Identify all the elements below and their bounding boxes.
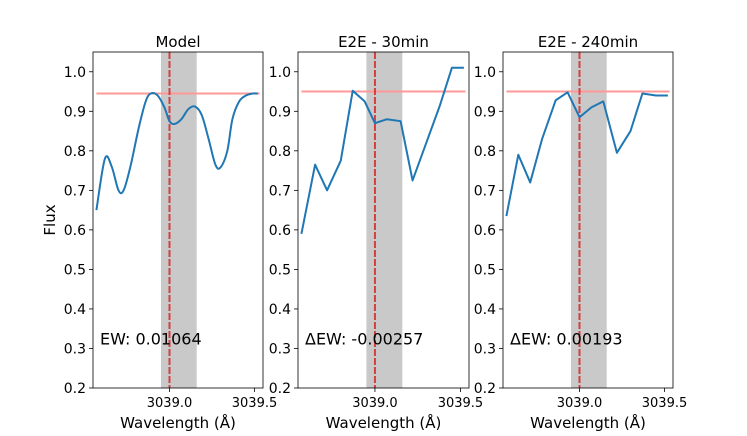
y-axis-label: Flux — [41, 204, 59, 235]
panel-3: 0.2 0.3 0.4 0.5 0.6 0.7 0.8 0.9 1.0 3039.0 3039.5 E… — [474, 33, 688, 432]
y-tick-label: 0.3 — [64, 341, 86, 357]
x-tick-label: 3039.0 — [352, 396, 398, 411]
y-tick-label: 0.3 — [269, 341, 291, 357]
y-tick-label: 0.4 — [64, 302, 86, 318]
y-tick-label: 0.8 — [64, 144, 86, 160]
x-tick-label: 3039.5 — [232, 396, 278, 411]
axes-frame — [92, 51, 264, 389]
x-tick-label: 3039.5 — [438, 396, 484, 411]
y-tick-label: 0.2 — [269, 381, 291, 397]
x-axis-label: Wavelength (Å) — [120, 413, 236, 432]
axes-frame — [297, 51, 470, 389]
integration-band — [571, 52, 607, 388]
y-tick-label: 0.3 — [474, 341, 496, 357]
flux-series-line — [505, 91, 668, 217]
y-tick-label: 1.0 — [269, 65, 291, 81]
flux-series-line — [300, 66, 464, 235]
panel-1: 0.2 0.3 0.4 0.5 0.6 0.7 0.8 0.9 1.0 3039.0 3039.5 M… — [41, 33, 277, 432]
panel-2: 0.2 0.3 0.4 0.5 0.6 0.7 0.8 0.9 1.0 3039.0 3039.5 E… — [269, 33, 483, 432]
x-tick-label: 3039.0 — [147, 396, 193, 411]
axes-frame — [502, 51, 674, 389]
y-tick-label: 0.6 — [64, 223, 86, 239]
ew-annotation: EW: 0.01064 — [100, 330, 202, 349]
ew-annotation: ΔEW: -0.00257 — [305, 330, 423, 349]
y-tick-label: 0.9 — [64, 104, 86, 120]
y-tick-label: 0.5 — [474, 262, 496, 278]
y-tick-label: 0.2 — [474, 381, 496, 397]
y-tick-label: 0.6 — [474, 223, 496, 239]
x-axis-label: Wavelength (Å) — [530, 413, 646, 432]
y-tick-label: 1.0 — [64, 65, 86, 81]
integration-band — [366, 52, 403, 388]
y-tick-label: 0.5 — [269, 262, 291, 278]
y-tick-label: 0.7 — [64, 183, 86, 199]
y-tick-label: 0.5 — [64, 262, 86, 278]
y-tick-label: 0.7 — [269, 183, 291, 199]
y-tick-label: 1.0 — [474, 65, 496, 81]
y-tick-label: 0.9 — [474, 104, 496, 120]
y-tick-label: 0.6 — [269, 223, 291, 239]
y-tick-label: 0.4 — [474, 302, 496, 318]
y-tick-label: 0.9 — [269, 104, 291, 120]
x-axis-label: Wavelength (Å) — [326, 413, 442, 432]
x-tick-label: 3039.0 — [557, 396, 603, 411]
y-tick-label: 0.8 — [269, 144, 291, 160]
panel-title: E2E - 240min — [538, 33, 638, 51]
panel-title: Model — [155, 33, 200, 51]
flux-series-line — [95, 92, 258, 211]
y-tick-label: 0.7 — [474, 183, 496, 199]
y-tick-label: 0.8 — [474, 144, 496, 160]
panel-title: E2E - 30min — [338, 33, 429, 51]
y-tick-label: 0.4 — [269, 302, 291, 318]
x-tick-label: 3039.5 — [642, 396, 688, 411]
y-tick-label: 0.2 — [64, 381, 86, 397]
ew-annotation: ΔEW: 0.00193 — [510, 330, 623, 349]
